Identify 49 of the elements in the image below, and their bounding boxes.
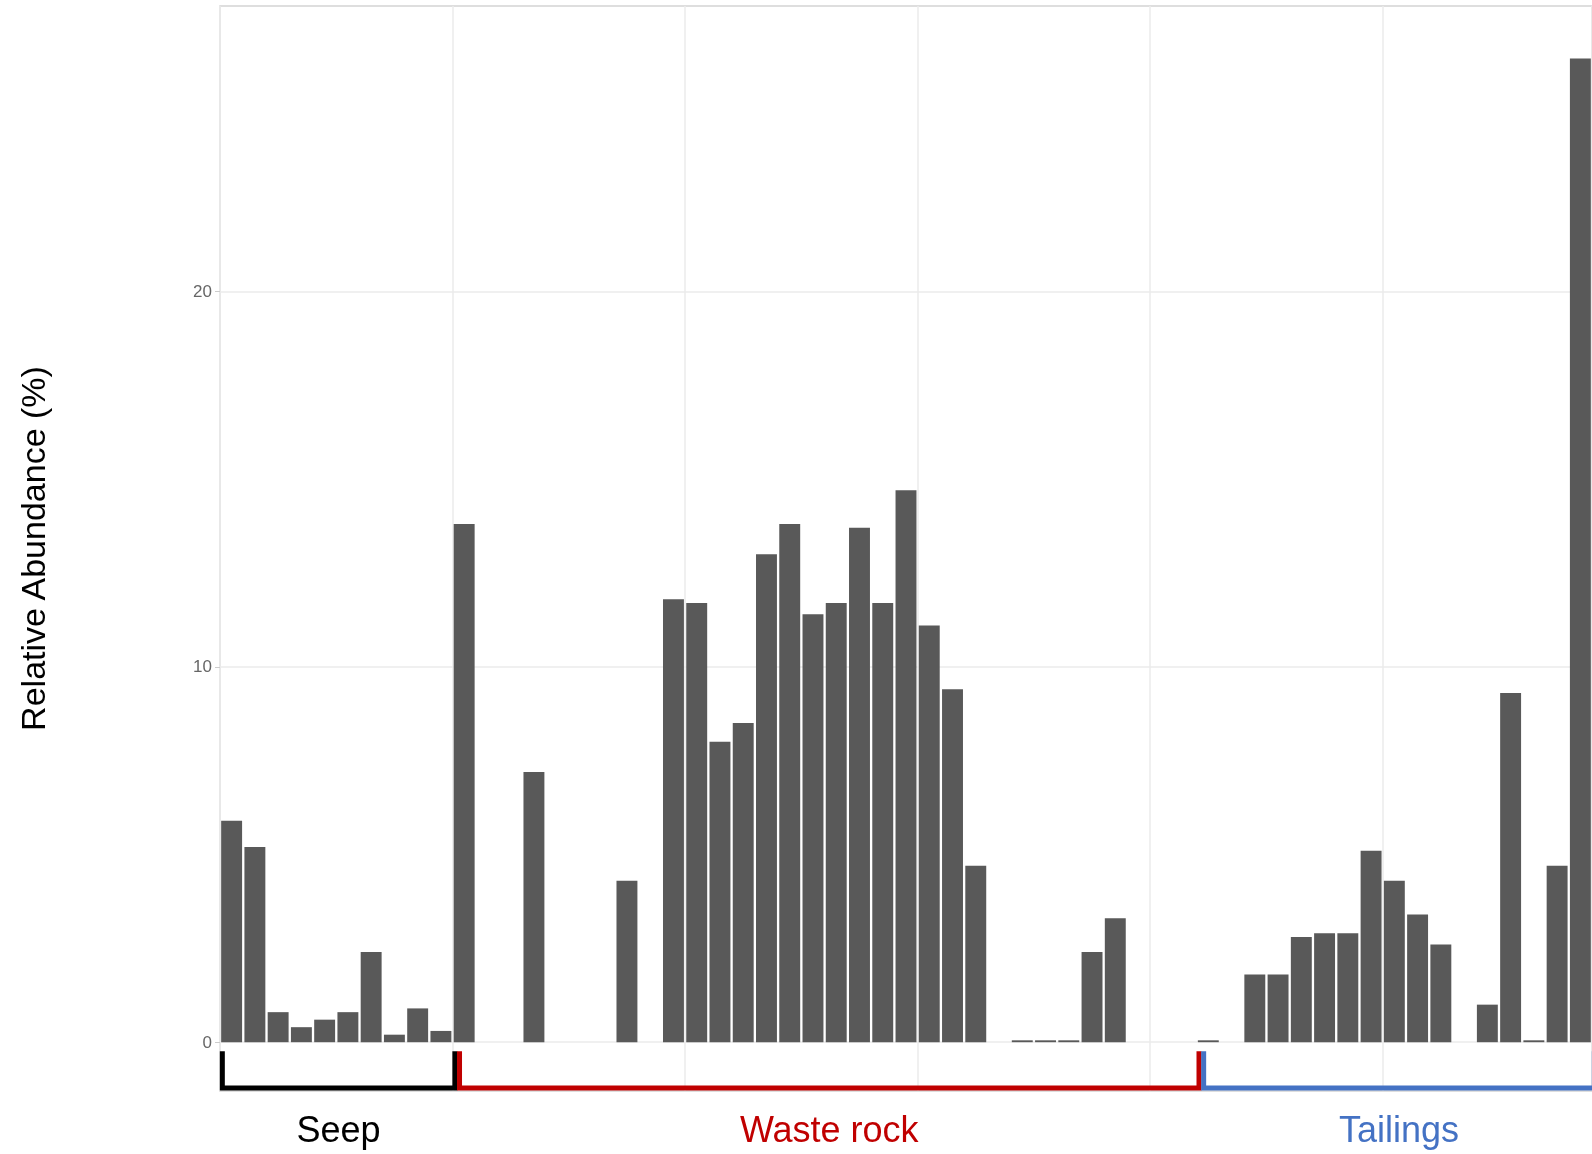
y-tick-label: 20: [193, 281, 212, 301]
bar: [290, 1027, 312, 1043]
bar: [1546, 865, 1568, 1043]
bar: [1430, 944, 1452, 1043]
y-tick-label: 10: [193, 657, 212, 677]
bar: [756, 554, 777, 1043]
bar: [1104, 918, 1126, 1043]
bar: [1081, 952, 1103, 1043]
bar: [849, 527, 870, 1043]
bar: [523, 771, 545, 1043]
bar: [1360, 850, 1382, 1043]
bar: [1569, 58, 1591, 1043]
bar: [1407, 914, 1429, 1043]
text: Waste rock: [739, 1109, 920, 1150]
bar: [872, 602, 894, 1043]
bar: [662, 599, 684, 1043]
bar: [1476, 1004, 1498, 1043]
bar: [244, 846, 266, 1043]
bar: [1500, 693, 1522, 1043]
bar: [732, 723, 754, 1043]
bar: [1267, 974, 1289, 1043]
bar: [895, 490, 917, 1043]
bar: [360, 952, 382, 1043]
bar: [779, 524, 801, 1043]
y-axis-title: Relative Abundance (%): [14, 366, 52, 731]
bar: [337, 1012, 359, 1043]
bar: [1337, 933, 1359, 1043]
text: Tailings: [1338, 1109, 1460, 1150]
bar: [918, 625, 940, 1043]
bar: [686, 602, 708, 1043]
bar: [825, 602, 847, 1043]
text: Seep: [296, 1109, 381, 1150]
bar: [453, 524, 475, 1043]
bar: [1314, 933, 1336, 1043]
bar: [221, 820, 243, 1043]
bar: [709, 741, 731, 1043]
bar: [430, 1030, 452, 1043]
bar: [942, 689, 963, 1043]
bar: [802, 614, 824, 1043]
bar: [267, 1012, 289, 1043]
bar: [616, 880, 638, 1043]
bar: [965, 865, 987, 1043]
y-tick-label: 0: [202, 1032, 212, 1052]
bar: [1244, 974, 1266, 1043]
bar: [1383, 880, 1405, 1043]
bar: [314, 1019, 336, 1043]
bar: [383, 1034, 405, 1043]
bar: [407, 1008, 429, 1043]
bar: [1290, 937, 1312, 1043]
